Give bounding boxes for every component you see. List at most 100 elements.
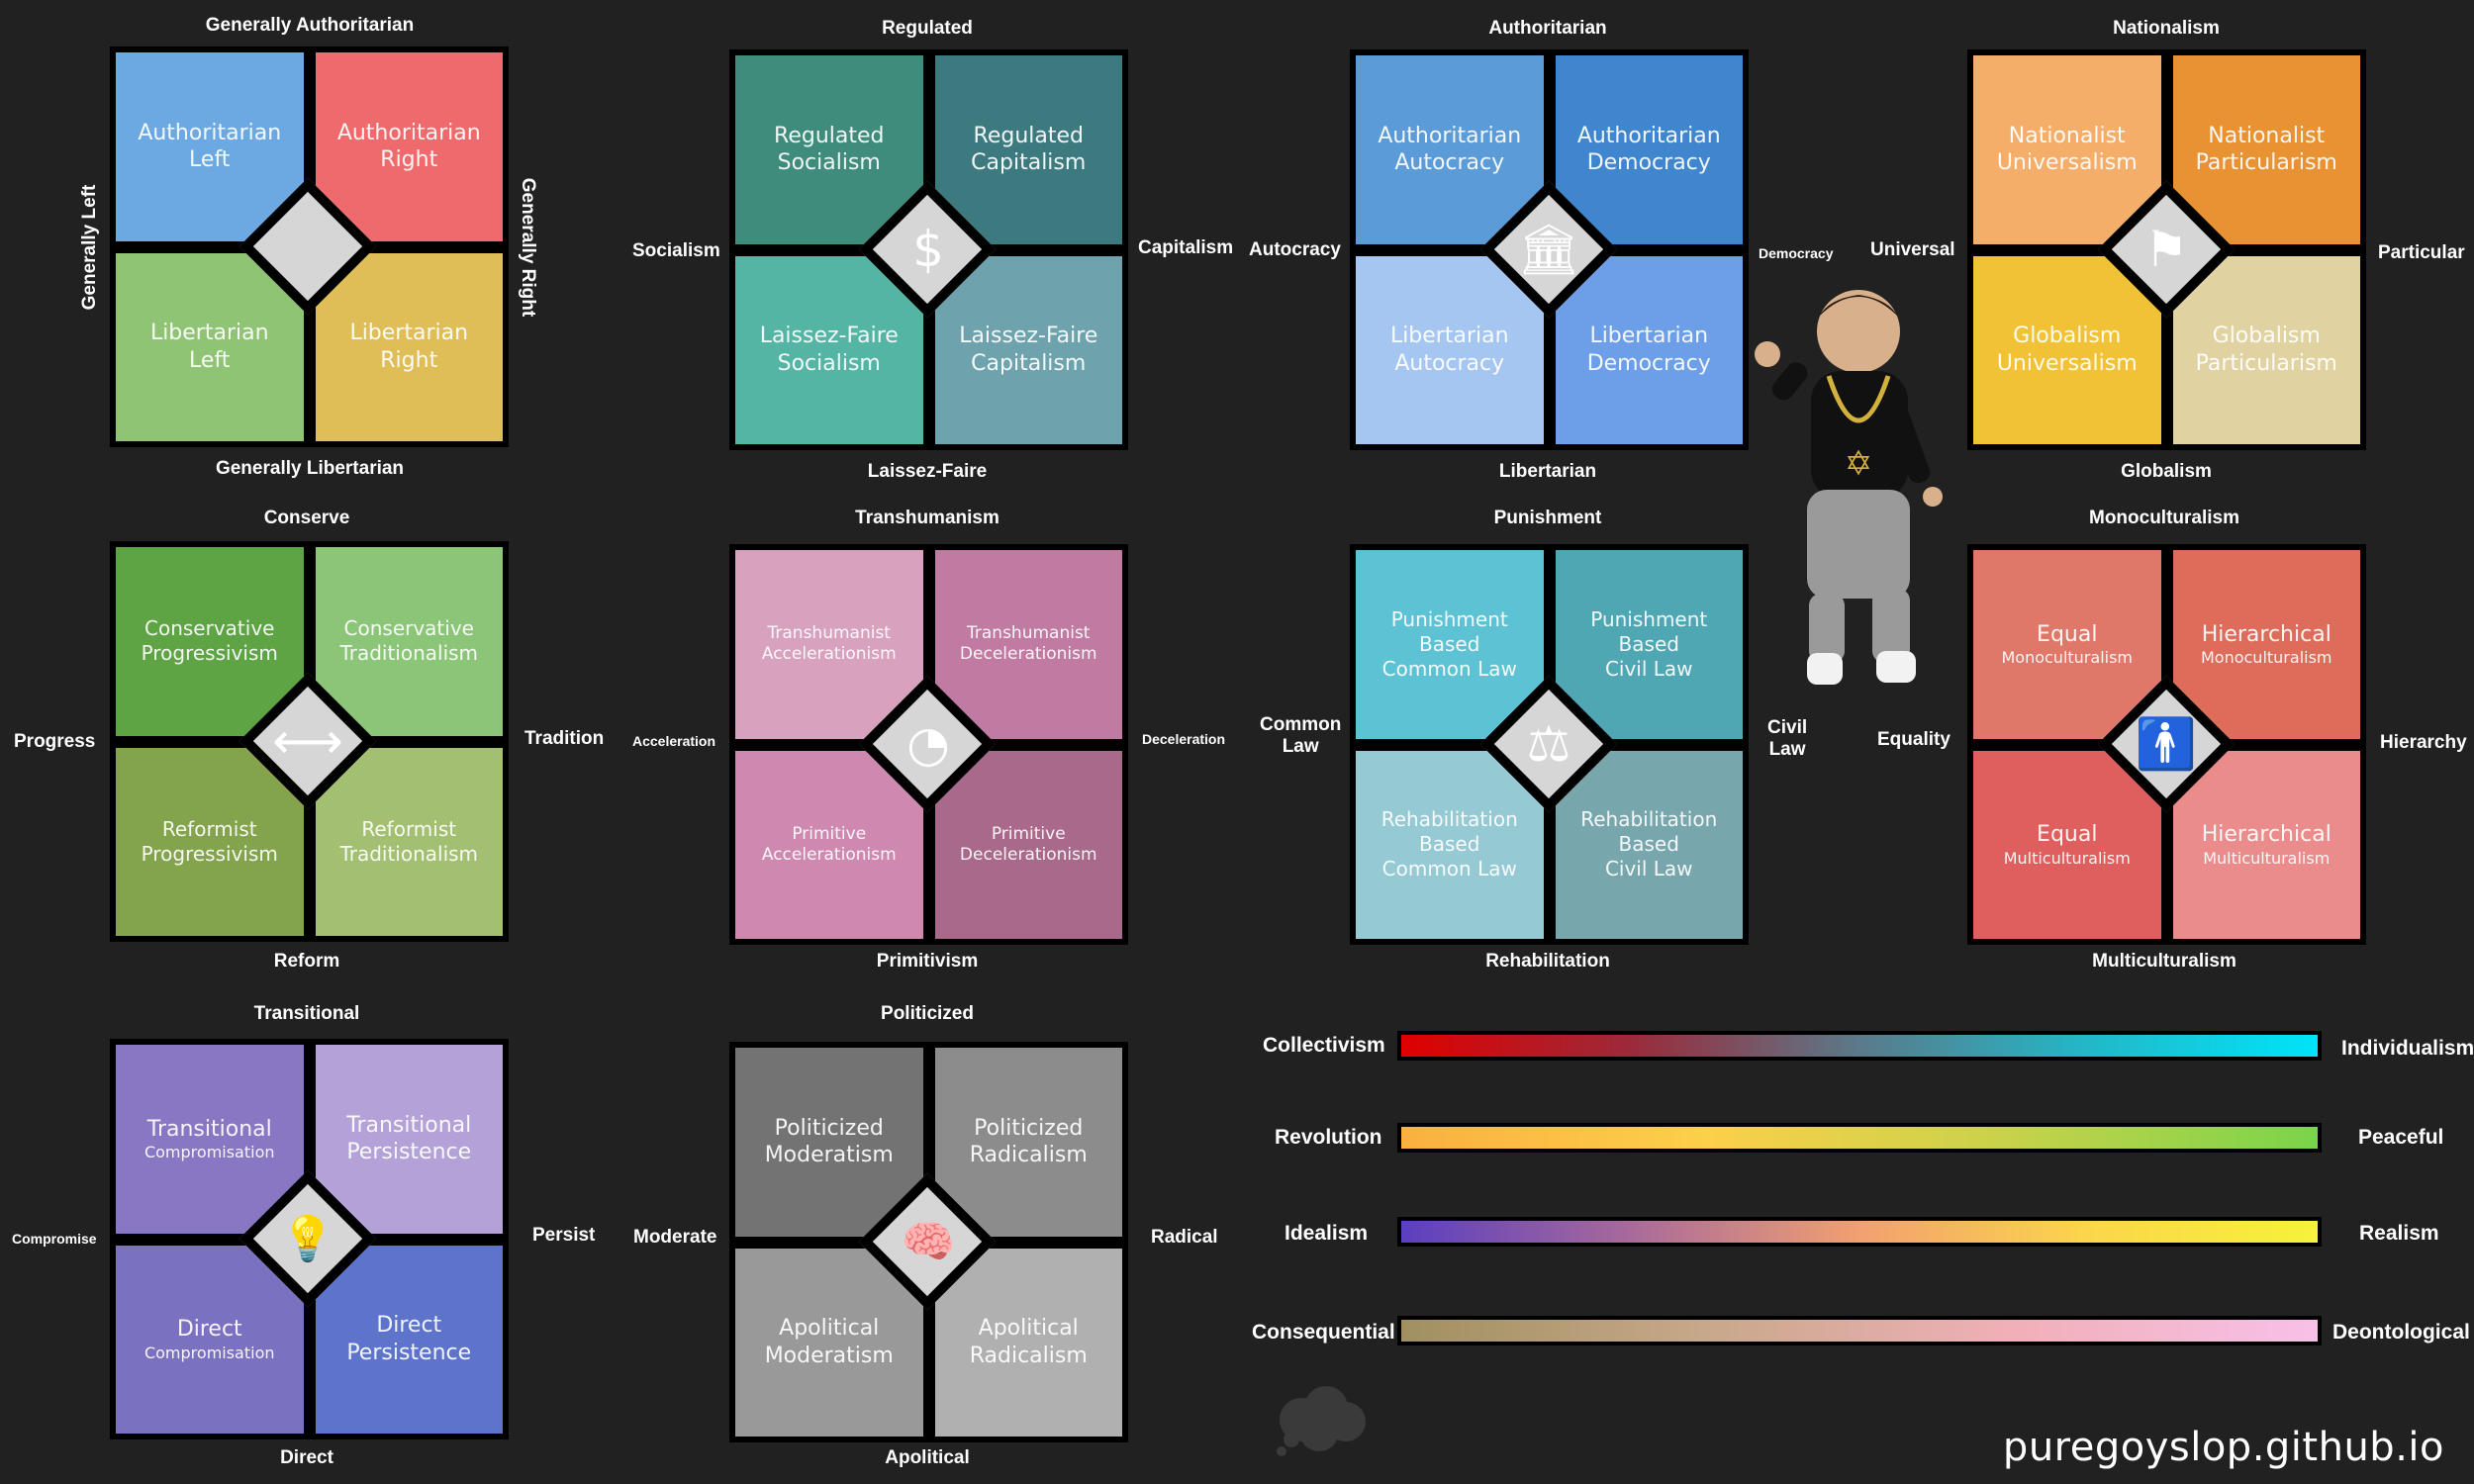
quadrant-top-right: Politicized Radicalism (934, 1048, 1122, 1237)
quadrant-top-left: Conservative Progressivism (116, 547, 304, 736)
bar-left-label: Consequential (1252, 1321, 1395, 1344)
axis-left-label: Autocracy (1249, 239, 1341, 260)
axis-top-label: Monoculturalism (2088, 508, 2240, 528)
government-building-icon: 🏛 (1517, 220, 1580, 278)
bar-right-label: Realism (2359, 1222, 2439, 1245)
quadrant-top-right: Hierarchical Monoculturalism (2172, 550, 2360, 739)
quadrant-bottom-left: Laissez-Faire Socialism (735, 255, 923, 444)
quadrant-top-right: Punishment Based Civil Law (1555, 550, 1743, 739)
quadrant-top-right: Conservative Traditionalism (315, 547, 503, 736)
quadrant-top-left: Equal Monoculturalism (1973, 550, 2161, 739)
quadrant-top-left: Transhumanist Accelerationism (735, 550, 923, 739)
quadrant-bottom-right: Libertarian Democracy (1555, 255, 1743, 444)
quadrant-bottom-right: Laissez-Faire Capitalism (934, 255, 1122, 444)
axis-left-label: Universal (1870, 239, 1955, 260)
axis-top-label: Authoritarian (1488, 18, 1607, 39)
quadrant-top-right: Regulated Capitalism (934, 55, 1122, 244)
bar-gradient (1397, 1031, 2322, 1061)
axis-right-label: Tradition (524, 728, 605, 749)
axis-right-label: Democracy (1759, 245, 1834, 261)
lightbulb-icon: 💡 (280, 1214, 335, 1264)
quadrant-bottom-left: Direct Compromisation (116, 1245, 304, 1434)
axis-bottom-label: Direct (280, 1447, 333, 1468)
axis-top-label: Transhumanism (855, 508, 999, 528)
quadrant-bottom-left: Reformist Progressivism (116, 747, 304, 936)
axis-right-label: Persist (532, 1225, 596, 1246)
quadrant-top-left: Transitional Compromisation (116, 1045, 304, 1234)
bar-left-label: Collectivism (1263, 1034, 1385, 1057)
quadrant-top-right: Transhumanist Decelerationism (934, 550, 1122, 739)
quadrant-bottom-left: Apolitical Moderatism (735, 1248, 923, 1437)
quadrant-bottom-right: Globalism Particularism (2172, 255, 2360, 444)
brain-icon: 🧠 (901, 1217, 956, 1267)
axis-left-label: Acceleration (632, 733, 716, 749)
bar-left-label: Revolution (1275, 1126, 1382, 1149)
quadrant-top-left: Nationalist Universalism (1973, 55, 2161, 244)
axis-bottom-label: Rehabilitation (1485, 951, 1610, 972)
axis-right-label: Particular (2378, 242, 2465, 263)
quadrant-bottom-right: Apolitical Radicalism (934, 1248, 1122, 1437)
quadrant-top-right: Nationalist Particularism (2172, 55, 2360, 244)
axis-top-label: Politicized (881, 1003, 974, 1024)
quadrant-top-left: Authoritarian Autocracy (1356, 55, 1544, 244)
site-url[interactable]: puregoyslop.github.io (2002, 1425, 2444, 1470)
axis-right-label: Generally Right (518, 177, 538, 318)
bar-gradient (1397, 1316, 2322, 1345)
axis-right-label: Hierarchy (2380, 732, 2467, 753)
quadrant-bottom-left: Globalism Universalism (1973, 255, 2161, 444)
quadrant-bottom-right: Hierarchical Multiculturalism (2172, 750, 2360, 939)
thought-cloud-icon (1277, 1386, 1366, 1456)
quadrant-bottom-left: Libertarian Left (116, 252, 304, 441)
quadrant-bottom-left: Libertarian Autocracy (1356, 255, 1544, 444)
quadrant-top-right: Authoritarian Right (315, 52, 503, 241)
axis-bottom-label: Globalism (2121, 461, 2212, 482)
axis-right-label: Civil Law (1767, 717, 1808, 760)
quadrant-bottom-right: Reformist Traditionalism (315, 747, 503, 936)
axis-top-label: Nationalism (2113, 18, 2220, 39)
axis-top-label: Transitional (253, 1003, 360, 1024)
axis-bottom-label: Primitivism (876, 951, 979, 972)
axis-bottom-label: Apolitical (885, 1447, 970, 1468)
baby-photo: ✡ (1755, 290, 1943, 685)
axis-right-label: Capitalism (1138, 237, 1234, 258)
axis-top-label: Generally Authoritarian (205, 15, 415, 36)
dollar-icon: $ (912, 221, 944, 278)
quadrant-top-left: Authoritarian Left (116, 52, 304, 241)
double-arrow-icon: ⟷ (272, 712, 343, 770)
axis-top-label: Punishment (1493, 508, 1602, 528)
quadrant-top-right: Authoritarian Democracy (1555, 55, 1743, 244)
quadrant-bottom-right: Libertarian Right (315, 252, 503, 441)
axis-right-label: Deceleration (1142, 731, 1226, 747)
svg-text:✡: ✡ (1845, 444, 1873, 484)
axis-left-label: Generally Left (79, 184, 100, 311)
quadrant-top-left: Punishment Based Common Law (1356, 550, 1544, 739)
quadrant-top-right: Transitional Persistence (315, 1045, 503, 1234)
axis-bottom-label: Libertarian (1498, 461, 1597, 482)
axis-right-label: Radical (1151, 1227, 1218, 1248)
axis-left-label: Compromise (12, 1231, 97, 1247)
axis-bottom-label: Reform (273, 951, 340, 972)
axis-left-label: Equality (1877, 729, 1951, 750)
axis-top-label: Regulated (882, 18, 973, 39)
axis-left-label: Progress (14, 731, 96, 752)
flag-icon: ⚑ (2143, 221, 2189, 278)
bar-gradient (1397, 1217, 2322, 1247)
axis-top-label: Conserve (263, 508, 350, 528)
person-icon: 🚹 (2135, 714, 2198, 773)
quadrant-bottom-right: Rehabilitation Based Civil Law (1555, 750, 1743, 939)
quadrant-bottom-right: Primitive Decelerationism (934, 750, 1122, 939)
bar-left-label: Idealism (1285, 1222, 1369, 1245)
quadrant-top-left: Regulated Socialism (735, 55, 923, 244)
axis-left-label: Common Law (1260, 714, 1342, 757)
quadrant-top-left: Politicized Moderatism (735, 1048, 923, 1237)
axis-left-label: Socialism (632, 240, 720, 261)
axis-bottom-label: Generally Libertarian (215, 458, 405, 479)
bar-right-label: Deontological (2332, 1321, 2470, 1344)
clock-icon: ◔ (906, 715, 950, 773)
quadrant-bottom-left: Rehabilitation Based Common Law (1356, 750, 1544, 939)
quadrant-bottom-left: Primitive Accelerationism (735, 750, 923, 939)
gavel-icon: ⚖ (1526, 715, 1571, 773)
quadrant-bottom-left: Equal Multiculturalism (1973, 750, 2161, 939)
axis-left-label: Moderate (633, 1227, 717, 1248)
quadrant-bottom-right: Direct Persistence (315, 1245, 503, 1434)
